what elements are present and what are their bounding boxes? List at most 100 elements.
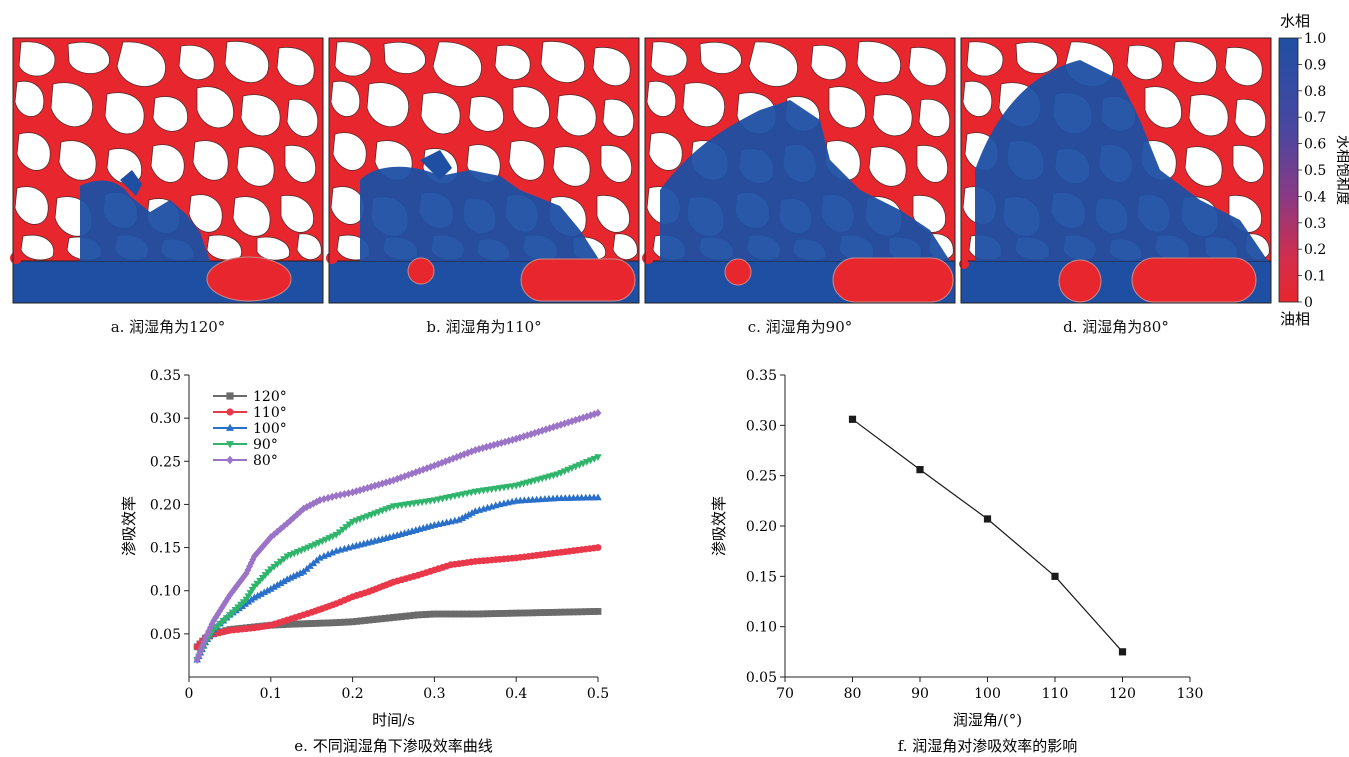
data-point: [280, 522, 288, 531]
legend-label: 120°: [253, 389, 287, 405]
data-point: [427, 462, 435, 472]
data-point: [465, 510, 473, 518]
data-point: [471, 610, 479, 618]
data-point: [488, 610, 496, 618]
data-point: [226, 423, 234, 431]
data-point: [578, 608, 586, 616]
data-point: [270, 583, 278, 590]
colorbar-tick-label: 0.7: [1304, 110, 1326, 126]
data-point: [267, 584, 275, 592]
panel-d-image: [959, 37, 1272, 304]
data-point: [594, 408, 602, 418]
panel-c-image: [642, 37, 956, 304]
data-point: [412, 468, 420, 477]
data-point: [219, 618, 228, 625]
data-point: [553, 608, 561, 616]
data-point: [357, 617, 365, 625]
data-point: [467, 610, 475, 618]
data-point: [287, 620, 295, 628]
data-point: [1118, 648, 1127, 656]
data-point: [320, 552, 328, 559]
data-point: [594, 544, 602, 551]
data-point: [316, 496, 324, 505]
data-point: [529, 609, 536, 617]
data-point: [490, 440, 498, 450]
y-tick-label: 0.35: [150, 368, 181, 384]
data-point: [287, 516, 294, 525]
data-point: [561, 608, 569, 616]
y-axis-label: 渗吸效率: [710, 496, 728, 556]
data-point: [308, 620, 316, 627]
data-point: [458, 514, 466, 521]
x-tick-label: 110: [1042, 686, 1069, 702]
data-point: [594, 454, 602, 462]
colorbar-tick-label: 0.9: [1304, 57, 1326, 73]
data-point: [324, 619, 332, 627]
data-point: [316, 619, 324, 627]
data-point: [377, 615, 385, 623]
data-point: [247, 559, 255, 568]
data-point: [276, 579, 285, 587]
data-point: [381, 614, 389, 622]
data-point: [216, 607, 224, 616]
panel-a-image: [10, 37, 324, 304]
data-point: [222, 597, 230, 606]
legend: 120°110°100°90°80°: [213, 389, 287, 469]
data-point: [443, 610, 451, 618]
data-point: [390, 476, 397, 485]
series-0: [848, 415, 1127, 656]
data-point: [590, 608, 598, 615]
colorbar-tick-label: 0.3: [1304, 216, 1326, 232]
x-tick-label: 120: [1109, 686, 1136, 702]
data-point: [582, 608, 590, 616]
data-point: [273, 527, 281, 536]
data-point: [378, 479, 386, 488]
series-line: [852, 418, 1123, 653]
colorbar-bottom-label: 油相: [1280, 310, 1310, 328]
data-point: [345, 618, 352, 626]
data-point: [447, 610, 455, 618]
simulation-panels: 1.0 0.9 0.8 0.7 0.6 0.5 0.4 0.3 0.2 0.1 0 水相 油相 水相…: [10, 12, 1349, 328]
colorbar-ticks: 1.0 0.9 0.8 0.7 0.6 0.5 0.4 0.3 0.2 0.1 0: [1298, 31, 1326, 311]
series-3: [193, 454, 602, 664]
data-point: [461, 512, 470, 520]
data-point: [231, 584, 238, 593]
data-point: [280, 556, 288, 563]
data-point: [570, 608, 577, 616]
data-point: [216, 620, 224, 628]
y-tick-label: 0.30: [746, 418, 777, 434]
data-point: [426, 610, 434, 618]
data-point: [283, 620, 291, 628]
data-point: [449, 454, 457, 463]
data-point: [335, 529, 344, 537]
data-point: [273, 561, 282, 569]
data-point: [1051, 572, 1059, 580]
data-point: [916, 466, 924, 474]
data-point: [259, 542, 267, 551]
data-point: [203, 630, 211, 639]
data-point: [484, 610, 491, 618]
colorbar-title: 水相饱和度: [1334, 135, 1349, 205]
colorbar-tick-label: 0.2: [1304, 242, 1326, 258]
data-point: [238, 575, 245, 584]
x-axis-label: 润湿角/(°): [953, 711, 1022, 729]
data-point: [352, 487, 360, 496]
data-point: [341, 618, 348, 626]
data-point: [537, 609, 545, 617]
data-point: [260, 588, 268, 596]
caption-panel-d: d. 润湿角为80°: [1063, 318, 1169, 336]
data-point: [414, 611, 422, 619]
data-point: [406, 612, 414, 620]
colorbar-tick-label: 0.6: [1304, 137, 1326, 153]
y-tick-label: 0.10: [150, 584, 181, 600]
data-point: [586, 608, 594, 615]
data-point: [390, 614, 397, 621]
x-tick-label: 0.5: [587, 686, 609, 702]
legend-label: 110°: [253, 405, 287, 421]
data-point: [247, 595, 256, 603]
data-point: [332, 619, 340, 627]
chart-f: 70 80 90 100 110 120 130 0.05 0.10 0.15 0.20 0.25 0.…: [710, 368, 1203, 755]
y-tick-label: 0.25: [150, 454, 181, 470]
data-point: [291, 620, 299, 628]
data-point: [214, 610, 222, 619]
